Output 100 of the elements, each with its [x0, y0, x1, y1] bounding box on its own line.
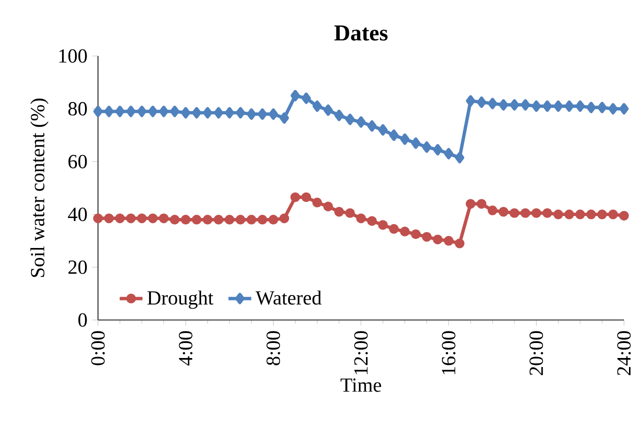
- point: [279, 213, 290, 224]
- point: [564, 100, 574, 112]
- point: [367, 120, 377, 132]
- point: [531, 208, 542, 218]
- point: [542, 208, 552, 218]
- point: [422, 232, 432, 242]
- point: [608, 210, 618, 220]
- point: [389, 130, 399, 141]
- point: [532, 100, 542, 112]
- x-tick-label: 8:00: [266, 331, 280, 366]
- point: [564, 210, 574, 220]
- y-tick-label: 60: [68, 154, 87, 168]
- point: [214, 107, 224, 118]
- x-tick-label: 16:00: [442, 331, 456, 374]
- x-tick-label: 0:00: [91, 331, 105, 366]
- y-axis-title: Soil water content (%): [30, 98, 48, 277]
- point: [510, 208, 520, 218]
- point: [356, 213, 366, 224]
- point: [236, 107, 246, 118]
- point: [422, 141, 432, 153]
- point: [378, 124, 388, 136]
- x-axis-title: Time: [340, 378, 382, 392]
- point: [586, 210, 596, 220]
- point: [466, 198, 476, 209]
- x-tick-label: 12:00: [354, 331, 368, 374]
- point: [290, 90, 300, 102]
- point: [301, 192, 312, 202]
- point: [136, 213, 147, 224]
- point: [597, 102, 607, 114]
- point: [433, 144, 442, 156]
- point: [542, 100, 552, 112]
- point: [597, 210, 607, 220]
- point: [170, 214, 180, 225]
- point: [444, 148, 454, 160]
- point: [554, 100, 563, 112]
- point: [192, 214, 202, 225]
- point: [192, 107, 202, 118]
- point: [510, 99, 520, 110]
- point: [411, 137, 420, 149]
- point: [619, 210, 629, 221]
- point: [410, 229, 421, 240]
- point: [290, 192, 300, 202]
- point: [159, 106, 168, 118]
- point: [148, 106, 158, 118]
- point: [115, 106, 125, 118]
- point: [575, 210, 586, 220]
- y-tick-label: 100: [59, 49, 87, 63]
- point: [126, 106, 136, 118]
- point: [246, 214, 256, 225]
- point: [498, 99, 508, 110]
- y-tick-label: 80: [68, 102, 87, 116]
- point: [170, 106, 180, 118]
- point: [148, 213, 158, 224]
- point: [312, 100, 322, 112]
- point: [312, 198, 322, 208]
- point: [137, 106, 147, 118]
- point: [367, 216, 377, 226]
- point: [520, 208, 530, 218]
- point: [553, 210, 564, 220]
- point: [488, 206, 498, 216]
- point: [586, 102, 596, 114]
- point: [93, 213, 103, 224]
- point: [224, 214, 234, 225]
- point: [202, 214, 212, 225]
- point: [158, 213, 169, 224]
- y-tick-label: 0: [78, 313, 87, 327]
- point: [93, 106, 103, 118]
- point: [498, 206, 508, 217]
- point: [202, 107, 212, 118]
- point: [454, 238, 464, 248]
- chart-title: Dates: [334, 26, 388, 41]
- x-tick-label: 4:00: [178, 331, 192, 366]
- point: [400, 226, 410, 236]
- point: [115, 213, 125, 224]
- point: [236, 214, 246, 225]
- point: [180, 214, 191, 225]
- point: [302, 92, 311, 104]
- point: [258, 214, 268, 225]
- point: [432, 234, 443, 244]
- point: [104, 213, 114, 224]
- point: [619, 103, 629, 114]
- point: [224, 107, 234, 118]
- point: [444, 236, 454, 246]
- point: [258, 108, 268, 120]
- point: [280, 112, 289, 124]
- y-tick-label: 40: [68, 208, 87, 222]
- point: [476, 96, 486, 108]
- point: [608, 103, 618, 114]
- point: [400, 133, 410, 145]
- point: [576, 100, 585, 112]
- point: [345, 208, 355, 218]
- point: [246, 108, 256, 120]
- x-tick-label: 20:00: [530, 331, 544, 376]
- point: [488, 98, 498, 110]
- point: [126, 213, 136, 224]
- legend-label: Watered: [256, 290, 322, 305]
- point: [104, 106, 114, 118]
- point: [334, 206, 344, 217]
- point: [378, 220, 388, 230]
- point: [214, 214, 224, 225]
